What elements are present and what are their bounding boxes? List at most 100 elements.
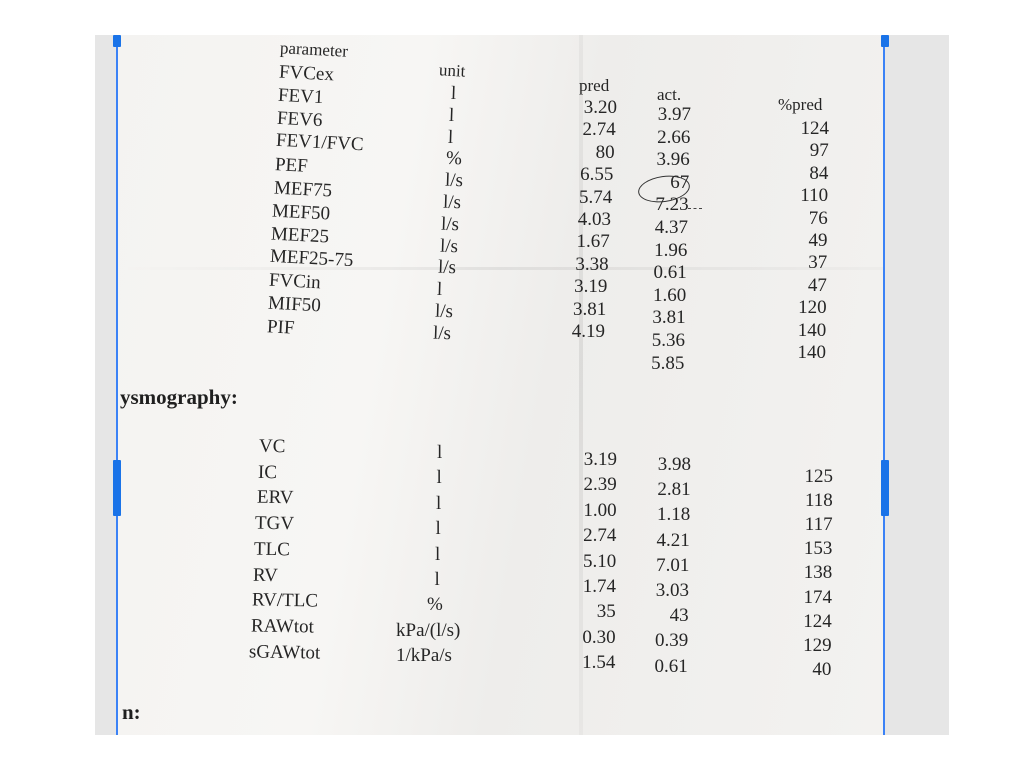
annotation-dash	[688, 208, 702, 209]
pleth-act-cell: 0.61	[654, 655, 688, 677]
spiro-act-cell: 1.60	[652, 284, 687, 306]
spiro-pred-cell: 3.20	[583, 97, 617, 118]
spiro-param-cell: MIF50	[267, 292, 322, 317]
pleth-act-cell: 1.18	[656, 504, 691, 526]
spiro-param-cell: MEF25-75	[269, 245, 355, 271]
spiro-unit-cell: %	[445, 148, 463, 170]
pleth-unit-cell: l	[435, 543, 441, 565]
pleth-param-cell: RV/TLC	[251, 589, 319, 612]
spiro-pred-cell: 5.74	[578, 186, 613, 208]
spiro-unit-cell: l	[447, 126, 454, 148]
spiro-pred-cell: 4.03	[577, 209, 611, 230]
selection-right-edge[interactable]	[883, 35, 885, 735]
spiro-act-cell: 7.23	[655, 194, 689, 216]
pleth-act-cell: 3.98	[657, 454, 691, 475]
spiro-pred-cell: 3.38	[575, 253, 609, 275]
spiro-unit-cell: l/s	[441, 213, 460, 236]
pleth-pct-cell: 174	[803, 586, 833, 608]
pleth-pct-cell: 138	[803, 562, 833, 584]
spiro-pct-cell: 120	[798, 297, 827, 319]
lab-report-photo	[117, 35, 884, 735]
pleth-param-cell: TLC	[254, 538, 291, 561]
spiro-unit-cell: l/s	[434, 300, 454, 323]
spiro-param-cell: FVCin	[268, 269, 322, 294]
spiro-pct-cell: 110	[800, 185, 829, 207]
pleth-param-cell: RV	[252, 564, 279, 586]
pleth-pred-cell: 5.10	[582, 550, 617, 572]
paper-fold-vertical	[579, 35, 583, 735]
resize-handle-top-right[interactable]	[881, 35, 889, 47]
pleth-pred-cell: 2.74	[583, 525, 617, 547]
pleth-param-cell: IC	[257, 461, 277, 483]
pleth-pred-cell: 3.19	[583, 449, 617, 470]
spiro-pred-cell: 4.19	[571, 321, 605, 342]
spiro-act-cell: 67	[670, 171, 690, 193]
spiro-pred-cell: 3.81	[572, 298, 607, 320]
spiro-param-cell: MEF50	[271, 200, 331, 225]
spiro-param-cell: FEV1/FVC	[275, 130, 364, 156]
paper-fold-horizontal	[117, 267, 884, 270]
header-unit: unit	[438, 60, 466, 81]
pleth-pct-cell: 40	[812, 658, 832, 680]
spiro-pred-cell: 1.67	[576, 231, 610, 253]
pleth-act-cell: 4.21	[656, 529, 690, 551]
pleth-act-cell: 3.03	[655, 580, 689, 601]
spiro-act-cell: 3.81	[652, 307, 686, 329]
header-pct-pred: %pred	[778, 95, 823, 114]
spiro-pct-cell: 140	[797, 342, 827, 363]
pleth-pct-cell: 153	[803, 538, 833, 560]
pleth-act-cell: 2.81	[657, 479, 691, 501]
pleth-pct-cell: 125	[804, 466, 834, 487]
spiro-pct-cell: 140	[797, 319, 827, 341]
resize-handle-right[interactable]	[881, 460, 889, 516]
pleth-pct-cell: 117	[804, 514, 833, 536]
spiro-param-cell: FVCex	[278, 61, 335, 86]
pleth-pred-cell: 1.74	[582, 576, 616, 597]
spiro-pred-cell: 2.74	[582, 119, 616, 141]
spiro-unit-cell: l/s	[437, 257, 457, 279]
spiro-param-cell: MEF25	[270, 223, 330, 248]
spiro-act-cell: 3.96	[656, 149, 690, 171]
pleth-pct-cell: 129	[803, 634, 832, 656]
pleth-param-cell: RAWtot	[250, 615, 314, 638]
pleth-act-cell: 7.01	[656, 554, 690, 576]
pleth-param-cell: VC	[258, 435, 286, 458]
pleth-pred-cell: 1.00	[583, 499, 617, 521]
spiro-unit-cell: l/s	[442, 191, 462, 214]
spiro-act-cell: 2.66	[657, 126, 691, 148]
pleth-unit-cell: l	[436, 492, 442, 514]
spiro-pred-cell: 3.19	[574, 276, 608, 298]
pleth-param-cell: TGV	[255, 512, 295, 535]
spiro-act-cell: 0.61	[653, 262, 687, 284]
spiro-param-cell: PIF	[266, 316, 295, 339]
pleth-pred-cell: 0.30	[582, 626, 616, 648]
selection-left-edge[interactable]	[116, 35, 118, 735]
resize-handle-left[interactable]	[113, 460, 121, 516]
header-pred: pred	[579, 76, 610, 95]
spiro-pct-cell: 49	[808, 230, 828, 251]
spiro-unit-cell: l/s	[433, 322, 452, 345]
section-heading-plethysmography: ysmography:	[120, 385, 238, 409]
spiro-pct-cell: 84	[809, 162, 829, 184]
pleth-act-cell: 0.39	[654, 630, 689, 652]
spiro-act-cell: 5.85	[651, 352, 685, 374]
spiro-pct-cell: 76	[808, 207, 828, 229]
pleth-pred-cell: 1.54	[582, 652, 616, 674]
spiro-param-cell: MEF75	[272, 176, 333, 202]
spiro-act-cell: 4.37	[654, 217, 688, 238]
pleth-unit-cell: l	[435, 518, 441, 540]
spiro-pred-cell: 80	[595, 141, 615, 163]
spiro-param-cell: FEV6	[276, 108, 323, 132]
spiro-pct-cell: 97	[809, 140, 829, 162]
spiro-param-cell: FEV1	[277, 84, 324, 109]
pleth-unit-cell: l	[437, 442, 443, 463]
header-parameter: parameter	[279, 38, 349, 61]
pleth-param-cell: sGAWtot	[249, 640, 321, 664]
spiro-unit-cell: l	[450, 82, 457, 105]
spiro-pct-cell: 37	[808, 252, 828, 274]
spiro-act-cell: 1.96	[654, 239, 688, 261]
resize-handle-top-left[interactable]	[113, 35, 121, 47]
section-heading-footer: n:	[122, 700, 141, 724]
pleth-unit-cell: %	[427, 594, 443, 616]
pleth-unit-cell: l	[436, 467, 442, 489]
